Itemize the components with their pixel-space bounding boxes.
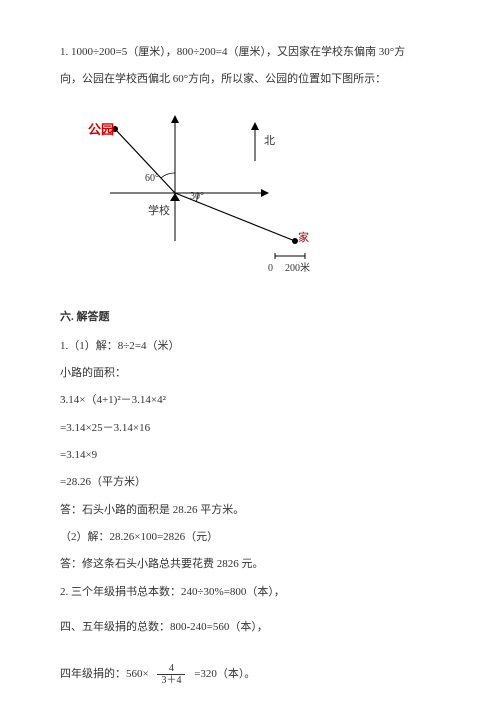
park-label: 公园 bbox=[88, 115, 114, 145]
fraction: 4 3＋4 bbox=[157, 663, 185, 686]
axis-horizontal-arrow bbox=[261, 189, 269, 197]
q1-line7: 答：石头小路的面积是 28.26 平方米。 bbox=[60, 498, 440, 523]
q1-line9: 答：修这条石头小路总共要花费 2826 元。 bbox=[60, 552, 440, 577]
axis-vertical-arrow bbox=[171, 115, 179, 123]
north-arrow-head bbox=[251, 122, 259, 130]
q1-line5: =3.14×9 bbox=[60, 443, 440, 468]
spacer bbox=[60, 95, 440, 103]
q2-line3-post: =320（本）。 bbox=[194, 668, 255, 680]
angle-arc-60 bbox=[161, 173, 175, 178]
q1-line1: 1.（1）解：8÷2=4（米） bbox=[60, 334, 440, 359]
scale-label: 200米 bbox=[285, 257, 310, 280]
spacer bbox=[60, 607, 440, 615]
spacer bbox=[60, 642, 440, 662]
north-label: 北 bbox=[264, 129, 275, 154]
q1-line8: （2）解：28.26×100=2826（元） bbox=[60, 525, 440, 550]
q2-line3-pre: 四年级捐的：560× bbox=[60, 668, 149, 680]
angle-60-label: 60° bbox=[145, 167, 159, 190]
problem1-intro-line2: 向，公园在学校西偏北 60°方向，所以家、公园的位置如下图所示： bbox=[60, 67, 440, 92]
q1-line6: =28.26（平方米） bbox=[60, 470, 440, 495]
q1-line4: =3.14×25－3.14×16 bbox=[60, 416, 440, 441]
scale-zero: 0 bbox=[268, 257, 273, 280]
home-label: 家 bbox=[298, 226, 309, 251]
q2-line1: 2. 三个年级捐书总本数：240÷30%=800（本）， bbox=[60, 580, 440, 605]
angle-30-label: 30° bbox=[190, 185, 204, 208]
q1-line2: 小路的面积： bbox=[60, 361, 440, 386]
q1-line3: 3.14×（4+1)²－3.14×4² bbox=[60, 388, 440, 413]
fraction-denominator: 3＋4 bbox=[157, 675, 185, 686]
section-6-title: 六. 解答题 bbox=[60, 305, 440, 330]
q2-line2: 四、五年级捐的总数：800-240=560（本）， bbox=[60, 615, 440, 640]
problem1-intro-line1: 1. 1000÷200=5（厘米），800÷200=4（厘米），又因家在学校东偏… bbox=[60, 40, 440, 65]
direction-diagram: 公园 北 60° 30° 学校 家 0 200米 bbox=[80, 111, 360, 291]
diagram-svg bbox=[80, 111, 360, 291]
school-label: 学校 bbox=[148, 199, 170, 224]
fraction-numerator: 4 bbox=[157, 663, 185, 675]
q2-line3: 四年级捐的：560× 4 3＋4 =320（本）。 bbox=[60, 662, 440, 687]
